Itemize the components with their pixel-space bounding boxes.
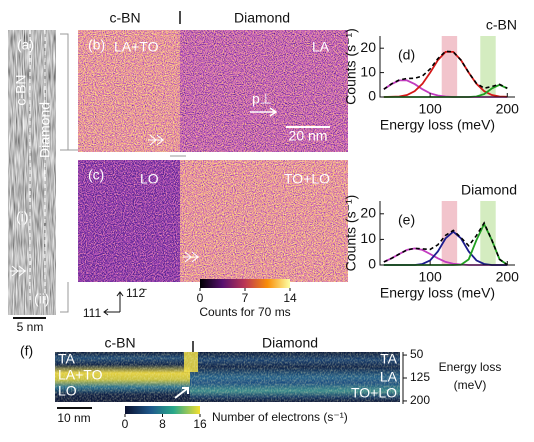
colorbar-tick-label: 14: [283, 291, 297, 305]
y-tick-label: 200: [410, 393, 430, 407]
tem-image: [8, 30, 56, 315]
x-tick-label: 100: [418, 101, 442, 117]
region-label: c-BN: [13, 74, 29, 105]
direction-arrows: [104, 292, 123, 315]
panel-label: (a): [17, 37, 34, 53]
map-noise: [55, 352, 400, 402]
scale-label: 10 nm: [57, 411, 90, 425]
colorbar-label: Number of electrons (s⁻¹): [212, 410, 348, 424]
panel-label: (d): [398, 47, 415, 63]
marker-label: (ii): [34, 291, 50, 307]
y-tick-label: 0: [368, 88, 376, 104]
x-tick-label: 200: [496, 269, 520, 285]
colorbar-tick-label: 0: [197, 291, 204, 305]
y-tick-label: 20: [360, 205, 376, 221]
mode-label: TA: [58, 351, 76, 367]
region-label: Diamond: [234, 10, 290, 26]
mode-label: LA+TO: [58, 367, 103, 383]
axis-label: (meV): [454, 378, 487, 392]
scale-label: 20 nm: [289, 128, 328, 144]
y-tick-label: 20: [360, 39, 376, 55]
highlight-band: [442, 36, 457, 97]
colorbar-label: Counts for 70 ms: [199, 305, 290, 319]
mode-label: TA: [380, 351, 398, 367]
y-tick-label: 10: [360, 63, 376, 79]
figure: c-BN Diamond (a) c-BN Diamond (i) (ii) 5…: [0, 0, 534, 437]
chart-title: Diamond: [461, 182, 517, 198]
x-axis-label: Energy loss (meV): [380, 285, 495, 301]
x-axis-label: Energy loss (meV): [380, 117, 495, 133]
direction-label: 111: [83, 306, 102, 320]
colorbar: [200, 279, 290, 288]
x-tick-label: 200: [496, 101, 520, 117]
mode-label: LA: [380, 369, 398, 385]
mode-label: LO: [58, 383, 77, 399]
mode-label: TO+LO: [284, 171, 330, 187]
y-tick-label: 125: [410, 370, 430, 384]
y-tick-label: 0: [368, 256, 376, 272]
marker-label: (i): [16, 209, 28, 225]
panel-label: (e): [398, 212, 415, 228]
region-label: Diamond: [262, 335, 318, 351]
panel-label: (f): [20, 343, 33, 359]
y-axis-label: Counts (s⁻¹): [343, 195, 359, 272]
chart-title: c-BN: [486, 17, 517, 33]
mode-label: LO: [140, 171, 159, 187]
y-tick-label: 10: [360, 230, 376, 246]
region-label: c-BN: [109, 10, 140, 26]
axis-label: Energy loss: [439, 360, 502, 374]
mode-label: TO+LO: [351, 385, 397, 401]
colorbar-tick-label: 7: [242, 291, 249, 305]
region-label: Diamond: [37, 102, 53, 158]
x-tick-label: 100: [418, 269, 442, 285]
direction-label: 112̄: [126, 286, 147, 300]
scale-label: 5 nm: [17, 320, 44, 334]
momentum-label: p⊥: [252, 91, 272, 107]
y-axis-label: Counts (s⁻¹): [343, 28, 359, 105]
colorbar-tick-label: 0: [122, 417, 129, 431]
colorbar-tick-label: 16: [193, 417, 207, 431]
region-label: c-BN: [104, 335, 135, 351]
colorbar: [125, 406, 200, 414]
mode-label: LA: [312, 39, 330, 55]
panel-label: (b): [88, 37, 105, 53]
y-tick-label: 50: [410, 347, 424, 361]
panel-label: (c): [88, 167, 104, 183]
mode-label: LA+TO: [114, 39, 159, 55]
colorbar-tick-label: 8: [159, 417, 166, 431]
